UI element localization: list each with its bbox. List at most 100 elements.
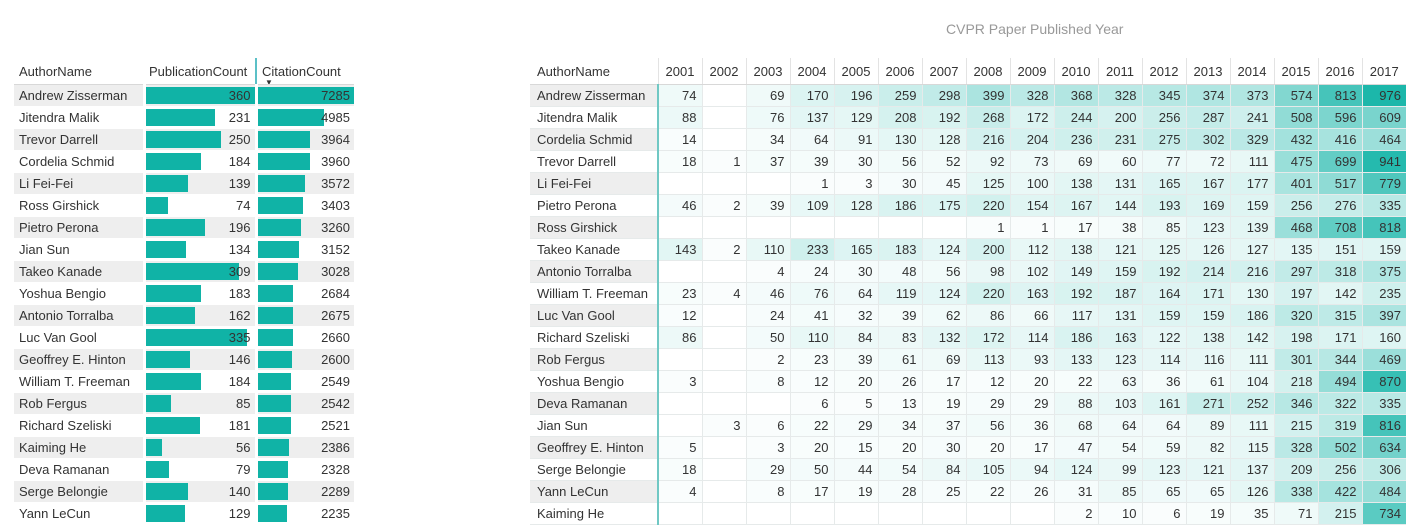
matrix-row[interactable]: Geoffrey E. Hinton 5 3 20 15 20 30 20 17 47 54 59 82… [530,436,1406,459]
column-header-year[interactable]: 2014 [1229,58,1274,85]
sort-descending-icon[interactable]: ▼ [265,78,273,85]
table-row[interactable]: Ross Girshick 74 3403 [14,194,354,217]
column-header-publicationcount[interactable]: PublicationCount [144,58,256,85]
citation-count-cell: 2675 [254,304,354,327]
matrix-cell: 322 [1317,392,1362,415]
table-row[interactable]: Jitendra Malik 231 4985 [14,106,354,129]
table-row[interactable]: Antonio Torralba 162 2675 [14,304,354,327]
table-row[interactable]: Andrew Zisserman 360 7285 [14,84,354,107]
matrix-row[interactable]: Antonio Torralba 4 24 30 48 56 98 102 149 159 192 2… [530,260,1406,283]
column-header-year[interactable]: 2006 [877,58,922,85]
matrix-cell: 61 [1185,370,1230,393]
column-header-authorname[interactable]: AuthorName [14,58,144,85]
matrix-cell: 100 [1009,172,1054,195]
column-header-year[interactable]: 2001 [657,58,702,85]
column-header-year[interactable]: 2004 [789,58,834,85]
matrix-row[interactable]: Jitendra Malik 88 76 137 129 208 192 268 172 244 2… [530,106,1406,129]
table-row[interactable]: Geoffrey E. Hinton 146 2600 [14,348,354,371]
table-row[interactable]: Yann LeCun 129 2235 [14,502,354,525]
matrix-cell: 484 [1361,480,1406,503]
matrix-cell: 196 [833,84,878,107]
matrix-row[interactable]: Trevor Darrell 18 1 37 39 30 56 52 92 73 69 60 77 72 1… [530,150,1406,173]
column-header-year[interactable]: 2009 [1009,58,1054,85]
matrix-row[interactable]: Luc Van Gool 12 24 41 32 39 62 86 66 117 131 159 159… [530,304,1406,327]
bar-value: 3960 [321,154,350,169]
table-row[interactable]: Yoshua Bengio 183 2684 [14,282,354,305]
column-header-citationcount[interactable]: CitationCount ▼ [255,58,354,85]
column-header-year[interactable]: 2011 [1097,58,1142,85]
matrix-cell: 301 [1273,348,1318,371]
data-bar [147,153,202,170]
column-header-year[interactable]: 2013 [1185,58,1230,85]
matrix-cell: 399 [965,84,1010,107]
column-header-authorname[interactable]: AuthorName [530,58,658,85]
matrix-row[interactable]: Jian Sun 3 6 22 29 34 37 56 36 68 64 64 89 111 215 319 8… [530,414,1406,437]
matrix-row[interactable]: Yann LeCun 4 8 17 19 28 25 22 26 31 85 65 65 126 338 42… [530,480,1406,503]
column-header-year[interactable]: 2010 [1053,58,1098,85]
matrix-cell: 149 [1053,260,1098,283]
matrix-row[interactable]: Li Fei-Fei 1 3 30 45 125 100 138 131 165 167 177 401… [530,172,1406,195]
matrix-cell: 14 [657,128,702,151]
matrix-cell: 23 [789,348,834,371]
matrix-cell: 73 [1009,150,1054,173]
matrix-cell: 20 [877,436,922,459]
matrix-row[interactable]: Andrew Zisserman 74 69 170 196 259 298 399 328 36… [530,84,1406,107]
matrix-cell: 159 [1097,260,1142,283]
matrix-row[interactable]: Pietro Perona 46 2 39 109 128 186 175 220 154 167 1… [530,194,1406,217]
table-row[interactable]: Jian Sun 134 3152 [14,238,354,261]
matrix-cell [701,304,746,327]
column-header-year[interactable]: 2015 [1273,58,1318,85]
column-header-year[interactable]: 2002 [701,58,746,85]
table-row[interactable]: Luc Van Gool 335 2660 [14,326,354,349]
matrix-row[interactable]: Serge Belongie 18 29 50 44 54 84 105 94 124 99 123 1… [530,458,1406,481]
data-bar [259,109,324,126]
matrix-cell: 72 [1185,150,1230,173]
bar-value: 231 [228,110,251,125]
table-row[interactable]: Richard Szeliski 181 2521 [14,414,354,437]
matrix-row[interactable]: Ross Girshick 1 1 17 38 85 123 139 468 708 818 [530,216,1406,239]
matrix-row[interactable]: William T. Freeman 23 4 46 76 64 119 124 220 163 1… [530,282,1406,305]
table-row[interactable]: Pietro Perona 196 3260 [14,216,354,239]
column-header-year[interactable]: 2008 [965,58,1010,85]
matrix-cell: 2 [745,348,790,371]
matrix-cell: 34 [877,414,922,437]
matrix-cell: 112 [1009,238,1054,261]
column-header-year[interactable]: 2012 [1141,58,1186,85]
matrix-cell: 159 [1229,194,1274,217]
matrix-cell: 161 [1141,392,1186,415]
matrix-cell: 66 [1009,304,1054,327]
column-header-year[interactable]: 2007 [921,58,966,85]
data-bar [259,263,298,280]
matrix-cell: 69 [745,84,790,107]
table-row[interactable]: Deva Ramanan 79 2328 [14,458,354,481]
matrix-row[interactable]: Richard Szeliski 86 50 110 84 83 132 172 114 186 1… [530,326,1406,349]
table-row[interactable]: Takeo Kanade 309 3028 [14,260,354,283]
table-row[interactable]: William T. Freeman 184 2549 [14,370,354,393]
data-bar [259,307,293,324]
column-header-year[interactable]: 2003 [745,58,790,85]
table-row[interactable]: Kaiming He 56 2386 [14,436,354,459]
table-row[interactable]: Rob Fergus 85 2542 [14,392,354,415]
column-header-year[interactable]: 2005 [833,58,878,85]
matrix-cell: 124 [1053,458,1098,481]
column-header-year[interactable]: 2017 [1361,58,1406,85]
matrix-cell: 172 [965,326,1010,349]
matrix-row[interactable]: Kaiming He 2 10 6 19 35 71 215 734 [530,502,1406,525]
matrix-cell: 60 [1097,150,1142,173]
publication-count-cell: 184 [142,370,256,393]
table-row[interactable]: Cordelia Schmid 184 3960 [14,150,354,173]
table-row[interactable]: Li Fei-Fei 139 3572 [14,172,354,195]
matrix-cell: 64 [833,282,878,305]
matrix-cell: 319 [1317,414,1362,437]
matrix-row[interactable]: Deva Ramanan 6 5 13 19 29 29 88 103 161 271 252 346 3… [530,392,1406,415]
matrix-row[interactable]: Rob Fergus 2 23 39 61 69 113 93 133 123 114 116 111 3… [530,348,1406,371]
matrix-row[interactable]: Yoshua Bengio 3 8 12 20 26 17 12 20 22 63 36 61 104 21… [530,370,1406,393]
matrix-cell [701,370,746,393]
column-header-year[interactable]: 2016 [1317,58,1362,85]
author-name-cell: Andrew Zisserman [530,84,659,107]
matrix-cell [1009,502,1054,525]
table-row[interactable]: Serge Belongie 140 2289 [14,480,354,503]
matrix-row[interactable]: Cordelia Schmid 14 34 64 91 130 128 216 204 236 23… [530,128,1406,151]
matrix-row[interactable]: Takeo Kanade 143 2 110 233 165 183 124 200 112 138… [530,238,1406,261]
table-row[interactable]: Trevor Darrell 250 3964 [14,128,354,151]
